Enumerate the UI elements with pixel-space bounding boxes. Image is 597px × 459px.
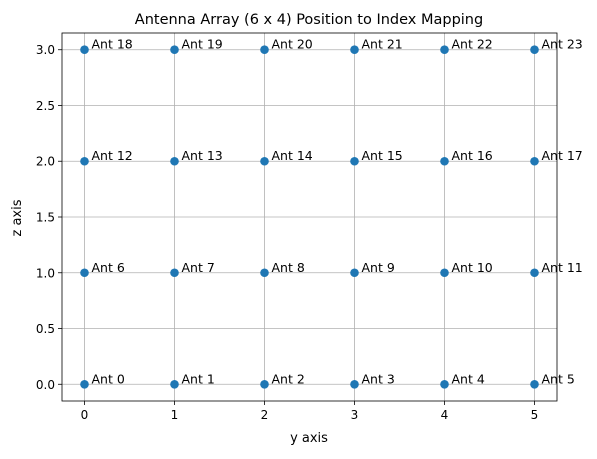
point-label: Ant 8 [272,260,305,275]
y-ticks: 0.0 0.5 1.0 1.5 2.0 2.5 3.0 [36,43,62,392]
point-label: Ant 9 [362,260,395,275]
data-point [530,45,539,55]
y-tick-label: 0.0 [36,378,55,392]
y-tick-label: 1.5 [36,211,55,225]
data-point [350,45,359,55]
point-label: Ant 6 [92,260,125,275]
data-point [530,268,539,278]
point-label: Ant 0 [92,371,125,386]
x-axis-label: y axis [290,431,328,446]
point-label: Ant 17 [542,148,583,163]
y-tick-label: 3.0 [36,43,55,57]
data-points [80,45,539,389]
data-point [350,268,359,278]
point-label: Ant 11 [542,260,583,275]
data-point [170,45,179,55]
x-tick-label: 3 [351,408,359,422]
data-point [440,45,449,55]
x-tick-label: 4 [441,408,449,422]
x-tick-label: 0 [81,408,89,422]
point-label: Ant 16 [452,148,493,163]
data-point [80,156,89,166]
point-label: Ant 2 [272,371,305,386]
point-label: Ant 7 [182,260,215,275]
point-label: Ant 12 [92,148,133,163]
point-labels: Ant 0 Ant 1 Ant 2 Ant 3 Ant 4 Ant 5 Ant 6 Ant 7… [92,37,583,387]
data-point [440,268,449,278]
data-point [170,379,179,389]
data-point [170,268,179,278]
data-point [440,156,449,166]
point-label: Ant 10 [452,260,493,275]
data-point [170,156,179,166]
point-label: Ant 19 [182,37,223,52]
data-point [80,379,89,389]
y-tick-label: 2.0 [36,155,55,169]
data-point [350,156,359,166]
data-point [80,268,89,278]
x-ticks: 0 1 2 3 4 5 [81,401,539,422]
x-tick-label: 1 [171,408,179,422]
point-label: Ant 13 [182,148,223,163]
x-tick-label: 5 [531,408,539,422]
data-point [260,45,269,55]
x-tick-label: 2 [261,408,269,422]
point-label: Ant 20 [272,37,313,52]
point-label: Ant 4 [452,371,485,386]
grid [62,33,557,401]
point-label: Ant 3 [362,371,395,386]
point-label: Ant 1 [182,371,215,386]
data-point [350,379,359,389]
data-point [530,379,539,389]
data-point [260,156,269,166]
point-label: Ant 15 [362,148,403,163]
y-tick-label: 2.5 [36,99,55,113]
data-point [260,379,269,389]
data-point [530,156,539,166]
point-label: Ant 23 [542,37,583,52]
y-tick-label: 1.0 [36,266,55,280]
point-label: Ant 18 [92,37,133,52]
point-label: Ant 22 [452,37,493,52]
data-point [80,45,89,55]
point-label: Ant 14 [272,148,313,163]
data-point [260,268,269,278]
point-label: Ant 21 [362,37,403,52]
data-point [440,379,449,389]
chart-title: Antenna Array (6 x 4) Position to Index … [135,12,483,28]
y-tick-label: 0.5 [36,322,55,336]
point-label: Ant 5 [542,371,575,386]
y-axis-label: z axis [10,199,25,236]
